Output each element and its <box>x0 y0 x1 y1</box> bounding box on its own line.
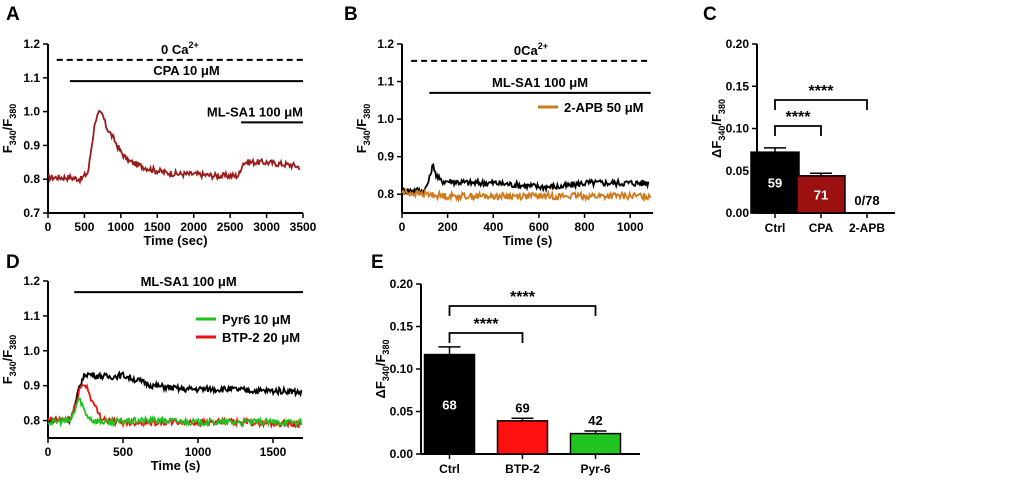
panel-a-xtick-label: 2000 <box>180 220 207 234</box>
panel-b-ytick-label: 0.9 <box>377 150 394 164</box>
panel-b-series-control <box>401 162 650 196</box>
panel-e-bar-btp-2 <box>496 420 549 455</box>
panel-a-ytick-label: 1.0 <box>23 105 40 119</box>
panel-c-n-label: 71 <box>814 187 828 202</box>
panel-b-xtick-label: 400 <box>483 220 503 234</box>
panel-c-category-label: CPA <box>809 221 834 235</box>
panel-b-xtick-label: 1000 <box>617 220 644 234</box>
panel-c-ytick-label: 0.05 <box>726 164 750 178</box>
panel-e-n-label: 69 <box>515 400 529 415</box>
panel-e-label: E <box>371 252 384 273</box>
panel-e-significance-bracket <box>448 332 524 343</box>
panel-e-n-label: 68 <box>442 397 456 412</box>
panel-d-xlabel: Time (s) <box>151 458 201 473</box>
panel-a-ytick-label: 1.1 <box>23 71 40 85</box>
panel-e-ytick-label: 0.00 <box>390 447 414 461</box>
panel-b-xtick-label: 600 <box>529 220 549 234</box>
panel-c-ytick-label: 0.00 <box>726 206 750 220</box>
panel-a-ytick-label: 0.9 <box>23 138 40 152</box>
panel-e-ylabel: ΔF340​/F380​ <box>373 340 391 399</box>
panel-a-annotation-label: ML-SA1 100 μM <box>207 104 303 119</box>
panel-a-ylabel: F340​/F380​ <box>0 104 18 154</box>
panel-c-significance-label: **** <box>786 109 812 126</box>
panel-e-ytick-label: 0.05 <box>390 405 414 419</box>
panel-d-xtick-label: 0 <box>45 445 52 459</box>
panel-c-ytick-label: 0.20 <box>726 37 750 51</box>
panel-b-xtick-label: 200 <box>438 220 458 234</box>
panel-b-xlabel: Time (s) <box>503 233 553 248</box>
panel-a-xtick-label: 1500 <box>144 220 171 234</box>
panel-e-category-label: BTP-2 <box>505 462 540 476</box>
panel-c-n-label: 59 <box>768 176 782 191</box>
panel-a-xlabel: Time (sec) <box>143 233 207 248</box>
panel-e-ytick-label: 0.15 <box>390 320 414 334</box>
panel-e-significance-label: **** <box>474 316 500 333</box>
panel-a-ytick-label: 0.8 <box>23 172 40 186</box>
panel-e-significance-label: **** <box>510 289 536 306</box>
panel-c-n-label: 0/78 <box>854 193 879 208</box>
panel-a-xtick-label: 2500 <box>217 220 244 234</box>
panel-b-series-2-apb-50-m <box>401 187 652 203</box>
panel-b-annotation-label: ML-SA1 100 μM <box>492 75 588 90</box>
panel-a-xtick-label: 0 <box>45 220 52 234</box>
panel-e-ytick-label: 0.20 <box>390 277 414 291</box>
panel-d-xtick-label: 1500 <box>260 445 287 459</box>
panel-d-ytick-label: 1.0 <box>23 344 40 358</box>
panel-b-label: B <box>344 4 358 25</box>
panel-a-label: A <box>6 4 20 25</box>
panel-c-bar-ctrl <box>750 151 800 214</box>
panel-e-category-label: Pyr-6 <box>580 462 610 476</box>
panel-a-ytick-label: 1.2 <box>23 37 40 51</box>
panel-b-ytick-label: 0.8 <box>377 187 394 201</box>
panel-c-label: C <box>703 4 717 25</box>
panel-c-ytick-label: 0.15 <box>726 79 750 93</box>
panel-d-ylabel: F340​/F380​ <box>0 335 18 385</box>
panel-c-category-label: 2-APB <box>849 221 885 235</box>
panel-d-ytick-label: 0.8 <box>23 414 40 428</box>
panel-b-xtick-label: 800 <box>575 220 595 234</box>
panel-c-ylabel: ΔF340​/F380​ <box>709 99 727 158</box>
panel-e-bar-ctrl <box>423 353 476 455</box>
panel-d-legend-label: Pyr6 10 μM <box>222 312 291 327</box>
panel-c-category-label: Ctrl <box>765 221 786 235</box>
panel-d-label: D <box>6 252 20 273</box>
panel-c-significance-bracket <box>774 125 822 136</box>
panel-a-xtick-label: 500 <box>74 220 94 234</box>
panel-b-ylabel: F340​/F380​ <box>354 104 372 154</box>
panel-b-ytick-label: 1.1 <box>377 75 394 89</box>
panel-b-annotation-label: 0Ca2+​ <box>514 41 548 58</box>
panel-a-xtick-label: 3500 <box>290 220 317 234</box>
panel-b-ytick-label: 1.0 <box>377 112 394 126</box>
panel-e-bar-pyr-6 <box>569 432 622 455</box>
panel-b-ytick-label: 1.2 <box>377 37 394 51</box>
panel-d-ytick-label: 1.1 <box>23 309 40 323</box>
panel-d-legend-label: BTP-2 20 μM <box>222 330 300 345</box>
panel-d-xtick-label: 500 <box>113 445 133 459</box>
panel-e-n-label: 42 <box>588 413 602 428</box>
panel-d-ytick-label: 0.9 <box>23 379 40 393</box>
panel-b-xtick-label: 0 <box>399 220 406 234</box>
panel-a-annotation-label: 0 Ca2+​ <box>161 40 199 57</box>
panel-a-annotation-label: CPA 10 μM <box>153 63 219 78</box>
panel-d-ytick-label: 1.2 <box>23 274 40 288</box>
panel-e-ytick-label: 0.10 <box>390 362 414 376</box>
panel-d-annotation-label: ML-SA1 100 μM <box>141 274 237 289</box>
panel-d-series-control <box>47 370 303 427</box>
panel-c-bar-cpa <box>796 175 846 214</box>
panel-c-significance-bracket <box>774 99 868 110</box>
panel-a-xtick-label: 1000 <box>108 220 135 234</box>
panel-a-xtick-label: 3000 <box>253 220 280 234</box>
panel-e-category-label: Ctrl <box>439 462 460 476</box>
panel-b-legend-label: 2-APB 50 μM <box>564 100 643 115</box>
panel-d-xtick-label: 1000 <box>185 445 212 459</box>
panel-a-series-trace <box>47 109 301 186</box>
panel-e-significance-bracket <box>448 305 597 316</box>
panel-d-series-btp-2-20-m <box>47 383 303 430</box>
panel-a-ytick-label: 0.7 <box>23 206 40 220</box>
panel-c-significance-label: **** <box>809 83 835 100</box>
panel-c-ytick-label: 0.10 <box>726 122 750 136</box>
panel-d-series-pyr6-10-m <box>47 397 303 428</box>
